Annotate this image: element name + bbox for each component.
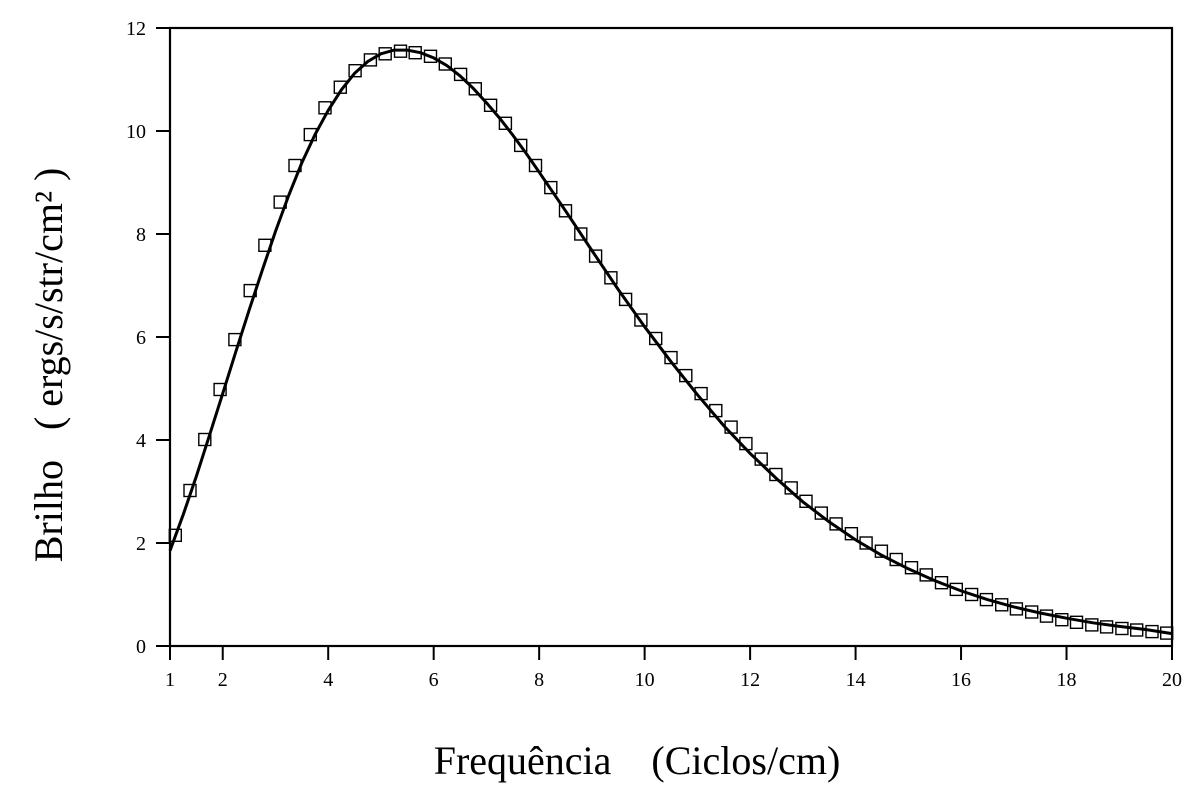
x-tick-label: 12 xyxy=(740,669,760,691)
y-tick-label: 12 xyxy=(126,18,146,40)
x-tick-label: 8 xyxy=(534,669,544,691)
y-tick-label: 8 xyxy=(136,224,146,246)
x-tick-label: 20 xyxy=(1162,669,1182,691)
x-axis-ticks: 1 2 4 6 8 10 12 14 16 18 20 xyxy=(165,646,1182,691)
y-tick-label: 4 xyxy=(136,430,146,452)
y-tick-label: 0 xyxy=(136,636,146,658)
plot-frame xyxy=(168,26,1174,648)
data-markers xyxy=(168,44,1174,640)
x-axis-title: Frequência (Ciclos/cm) xyxy=(434,738,841,783)
data-point xyxy=(769,467,783,482)
x-tick-label: 16 xyxy=(951,669,971,691)
x-tick-label: 1 xyxy=(165,669,175,691)
x-tick-label: 10 xyxy=(635,669,655,691)
x-tick-label: 6 xyxy=(429,669,439,691)
y-tick-label: 6 xyxy=(136,327,146,349)
y-tick-label: 10 xyxy=(126,121,146,143)
data-point xyxy=(348,63,362,78)
y-axis-ticks: 0 2 4 6 8 10 12 xyxy=(126,18,170,658)
x-tick-label: 14 xyxy=(846,669,866,691)
x-tick-label: 18 xyxy=(1057,669,1077,691)
x-tick-label: 4 xyxy=(323,669,333,691)
x-tick-label: 2 xyxy=(218,669,228,691)
y-axis-title: Brilho ( ergs/s/str/cm² ) xyxy=(26,168,71,563)
y-tick-label: 2 xyxy=(136,533,146,555)
fit-curve-line xyxy=(168,48,1173,636)
